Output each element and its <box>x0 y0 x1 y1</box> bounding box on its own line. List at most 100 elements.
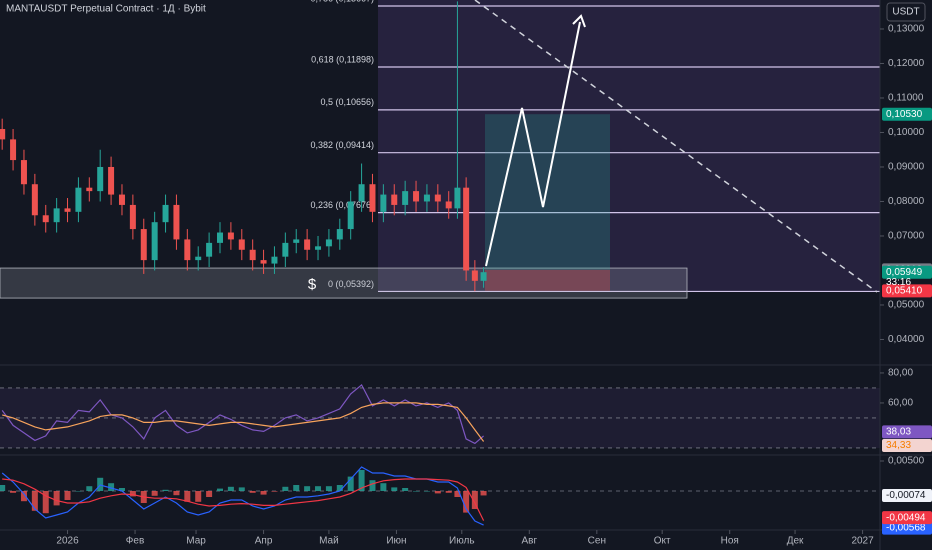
histogram-bar <box>53 491 60 506</box>
currency-button[interactable] <box>886 2 926 22</box>
last-value-label-bg <box>882 265 932 279</box>
histogram-bar <box>413 491 420 492</box>
y-tick-label: 60,00 <box>888 398 913 409</box>
candle-body <box>129 204 136 230</box>
candle-body <box>391 194 398 205</box>
candle-body <box>471 270 478 281</box>
candle-body <box>454 187 461 209</box>
candle-body <box>358 184 365 202</box>
candle-body <box>271 256 278 264</box>
x-tick-label: Авг <box>521 536 537 547</box>
y-tick-label: 0,11000 <box>888 93 924 104</box>
candle-body <box>413 191 420 202</box>
x-tick-label: Май <box>319 536 339 547</box>
currency[interactable]: USDT <box>892 7 919 18</box>
candle-body <box>369 184 376 212</box>
candle-body <box>31 184 38 216</box>
candle-body <box>20 160 27 185</box>
last-value-label: 38,03 <box>886 427 911 438</box>
candle-body <box>151 222 158 261</box>
y-tick-label: 0,12000 <box>888 58 925 69</box>
countdown: 33:16 <box>886 277 911 288</box>
last-value-label-bg <box>882 511 932 525</box>
x-tick-label: Сен <box>588 536 606 547</box>
indicator-line <box>1 466 484 526</box>
histogram-bar <box>0 485 6 491</box>
x-tick-label: 2027 <box>851 536 874 547</box>
candle-body <box>293 239 300 243</box>
candle-body <box>0 129 6 140</box>
candle-body <box>42 215 49 223</box>
arrow-head <box>572 14 586 28</box>
fib-label: 0,786 (0,13667) <box>310 0 374 3</box>
histogram-bar <box>471 491 478 509</box>
last-value-label-bg <box>882 521 932 535</box>
fib-label: 0 (0,05392) <box>328 279 374 289</box>
last-value-label-bg <box>882 284 932 298</box>
histogram-bar <box>315 486 322 491</box>
last-value-label: 0,10530 <box>886 109 923 120</box>
chart-title: MANTAUSDT Perpetual Contract · 1Д · Bybi… <box>6 4 206 15</box>
histogram-bar <box>118 488 125 491</box>
x-tick-label: Июль <box>449 536 475 547</box>
histogram-bar <box>454 491 461 497</box>
last-value-label: 34,33 <box>886 440 911 451</box>
histogram-bar <box>173 491 180 496</box>
histogram-bar <box>217 488 223 491</box>
last-value-label: 0,05949 <box>886 267 923 278</box>
histogram-bar <box>195 491 202 502</box>
position-stop <box>485 269 610 291</box>
candle-body <box>325 239 332 247</box>
candle-body <box>10 139 17 161</box>
histogram-bar <box>86 486 93 491</box>
candle-body <box>336 229 343 240</box>
candle-body <box>445 201 452 209</box>
histogram-bar <box>108 483 115 491</box>
histogram-bar <box>151 491 158 496</box>
histogram-bar <box>282 486 289 491</box>
last-value-label: -0,00494 <box>886 512 926 523</box>
trend-line <box>474 0 878 293</box>
y-tick-label: 0,08000 <box>888 196 925 207</box>
candle-body <box>64 208 71 212</box>
histogram-bar <box>31 491 38 511</box>
histogram-bar <box>260 491 267 495</box>
histogram-bar <box>347 476 354 491</box>
candle-body <box>108 166 115 195</box>
histogram-bar <box>391 487 398 491</box>
candle-body <box>97 166 104 192</box>
candle-body <box>140 229 147 261</box>
candle-body <box>53 208 60 223</box>
candle-body <box>86 187 93 192</box>
x-tick-label: Июн <box>386 536 406 547</box>
forecast-arrow <box>485 21 581 267</box>
histogram-bar <box>402 488 409 491</box>
candle-body <box>260 260 267 264</box>
candle-body <box>480 272 487 281</box>
last-value-label-bg <box>882 107 932 121</box>
fib-region <box>378 0 880 292</box>
histogram-bar <box>162 489 169 491</box>
indicator-line <box>2 478 485 521</box>
plot-layer <box>0 1 487 526</box>
histogram-bar <box>227 486 234 491</box>
candle-body <box>173 204 180 240</box>
candle-body <box>402 191 409 205</box>
histogram-bar <box>129 491 136 497</box>
histogram-bar <box>75 491 82 492</box>
candle-body <box>206 242 213 257</box>
y-tick-label: 0,00500 <box>888 456 925 467</box>
y-tick-label: 0,04000 <box>888 334 925 345</box>
fib-label: 0,236 (0,07676) <box>310 200 374 210</box>
histogram-bar <box>238 487 245 491</box>
histogram-bar <box>304 486 311 491</box>
candle-body <box>249 249 256 261</box>
candle-body <box>217 232 223 243</box>
histogram-bar <box>293 485 300 491</box>
histogram-bar <box>480 491 487 496</box>
candle-body <box>118 194 125 205</box>
x-tick-label: Фев <box>126 536 144 547</box>
